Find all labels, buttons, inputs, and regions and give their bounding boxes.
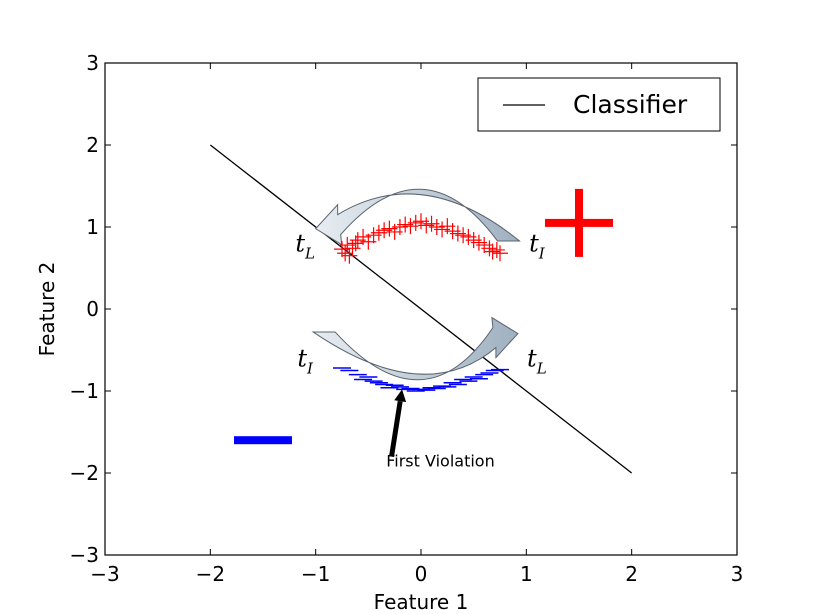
curved-arrow-bottom bbox=[311, 316, 519, 381]
legend-entry-classifier: Classifier bbox=[573, 90, 688, 119]
plus-point bbox=[481, 240, 498, 257]
x-tick-label: −1 bbox=[301, 562, 330, 586]
plus-point bbox=[484, 243, 501, 260]
big-minus bbox=[234, 436, 292, 445]
annotation-arrow-shaft bbox=[389, 400, 403, 457]
y-axis-label: Feature 2 bbox=[35, 262, 59, 357]
annotation-arrow-head bbox=[394, 389, 407, 403]
y-tick-label: −2 bbox=[70, 461, 99, 485]
curved-arrow-top bbox=[314, 188, 521, 246]
t-label-1: tI bbox=[529, 230, 546, 263]
y-tick-label: −3 bbox=[70, 543, 99, 567]
classifier-line bbox=[209, 144, 633, 474]
annotation-first-violation: First Violation bbox=[386, 451, 494, 470]
x-tick-label: 1 bbox=[520, 562, 533, 586]
plus-point bbox=[337, 245, 354, 262]
y-tick-label: 2 bbox=[86, 133, 99, 157]
y-tick-label: 0 bbox=[86, 297, 99, 321]
y-tick-label: −1 bbox=[70, 379, 99, 403]
y-tick-label: 3 bbox=[86, 51, 99, 75]
x-tick-label: −3 bbox=[90, 562, 119, 586]
x-tick-label: 2 bbox=[625, 562, 638, 586]
axis-ticks: −3 −2 −1 0 1 2 3 −3 −2 −1 0 1 2 3 bbox=[70, 51, 744, 586]
plus-point bbox=[341, 247, 358, 264]
x-tick-label: 3 bbox=[731, 562, 744, 586]
plus-point bbox=[347, 235, 364, 252]
t-label-2: tI bbox=[297, 344, 314, 377]
x-tick-label: −2 bbox=[196, 562, 225, 586]
legend: Classifier bbox=[477, 77, 721, 132]
t-label-3: tL bbox=[527, 344, 547, 377]
x-tick-label: 0 bbox=[415, 562, 428, 586]
plus-point bbox=[492, 245, 508, 262]
big-plus-vertical bbox=[575, 188, 583, 257]
plot-layer: First Violation tL tI tI tL bbox=[209, 144, 633, 474]
y-tick-label: 1 bbox=[86, 215, 99, 239]
x-axis-label: Feature 1 bbox=[374, 590, 469, 614]
plus-point bbox=[488, 241, 505, 258]
t-label-0: tL bbox=[295, 230, 315, 263]
